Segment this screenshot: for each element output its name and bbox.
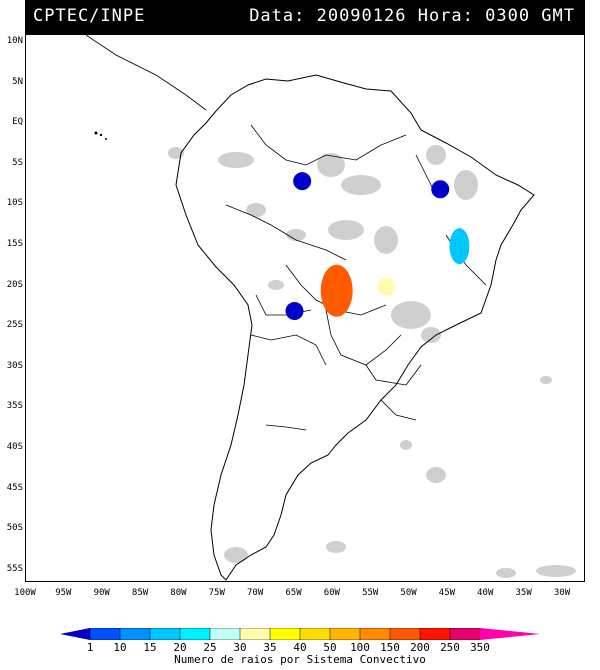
lon-label: 85W [131,588,149,598]
country-borders [225,124,487,431]
colorbar-label: 100 [350,641,370,654]
colorbar-segment [179,628,211,640]
colorbar-label: 30 [233,641,247,654]
lon-label: 65W [285,588,302,598]
colorbar-segment [299,628,331,640]
lon-label: 30W [553,588,571,598]
lat-label: 50S [6,523,23,534]
lon-label: 100W [14,588,36,598]
lon-label: 40W [477,588,494,598]
lon-label: 50W [400,588,417,598]
lat-label: 5S [12,157,23,168]
lat-label: 35S [6,401,23,412]
lat-label: 45S [6,482,23,493]
lat-label: 10N [6,36,23,47]
convective-system-paraguay [320,264,353,317]
lat-label: 30S [6,360,23,371]
colorbar-label: 10 [113,641,127,654]
lon-label: 70W [246,588,264,598]
lat-label: 25S [6,320,23,331]
lon-label: 45W [438,588,456,598]
lat-label: 5N [12,76,23,87]
colorbar-arrow-left [60,628,90,640]
colorbar-segment [239,628,271,640]
lat-label: 40S [6,442,23,453]
lat-label: 15S [6,239,23,250]
galapagos-islands [94,131,107,140]
source-label: CPTEC/INPE [33,6,146,26]
colorbar-segment [389,628,421,640]
convective-system-argentina-north [285,302,304,321]
map-header: CPTEC/INPE Data: 20090126 Hora: 0300 GMT [25,0,585,34]
lon-label: 80W [170,588,187,598]
convective-systems [285,172,470,321]
convective-system-bahia [449,228,470,265]
lon-label: 55W [362,588,379,598]
colorbar-segment [419,628,451,640]
map-frame [25,34,585,582]
colorbar-label: 40 [293,641,307,654]
colorbar-label: 250 [440,641,460,654]
colorbar-segment [329,628,361,640]
colorbar [60,628,540,640]
lon-label: 35W [515,588,532,598]
colorbar-segment [89,628,121,640]
colorbar-label: 20 [173,641,187,654]
lat-label: 20S [6,279,23,290]
colorbar-segment [149,628,181,640]
colorbar-segment [449,628,481,640]
colorbar-label: 50 [323,641,337,654]
colorbar-caption: Numero de raios por Sistema Convectivo [174,653,426,666]
colorbar-segment [359,628,391,640]
colorbar-segment [269,628,301,640]
convective-system-maranhao [431,180,450,199]
south-america-outline [175,74,535,581]
colorbar-segment [209,628,241,640]
lon-label: 60W [323,588,340,598]
colorbar-label: 15 [143,641,157,654]
colorbar-label: 1 [86,641,94,654]
lon-label: 75W [208,588,225,598]
lat-label: 10S [6,198,23,209]
colorbar-segment [119,628,151,640]
colorbar-label: 350 [470,641,490,654]
colorbar-label: 200 [410,641,430,654]
convective-system-goias [377,277,396,296]
lat-label: EQ [12,117,23,128]
cloud-cover [168,145,576,578]
colorbar-arrow-right [480,628,540,640]
central-america-outline [85,35,207,111]
lon-label: 95W [55,588,72,598]
convective-system-amazonas [293,172,312,191]
colorbar-label: 35 [263,641,277,654]
map-canvas [85,35,576,581]
colorbar-label: 25 [203,641,217,654]
datetime-label: Data: 20090126 Hora: 0300 GMT [249,6,575,26]
colorbar-label: 150 [380,641,400,654]
lat-label: 55S [6,563,23,574]
lon-label: 90W [93,588,110,598]
